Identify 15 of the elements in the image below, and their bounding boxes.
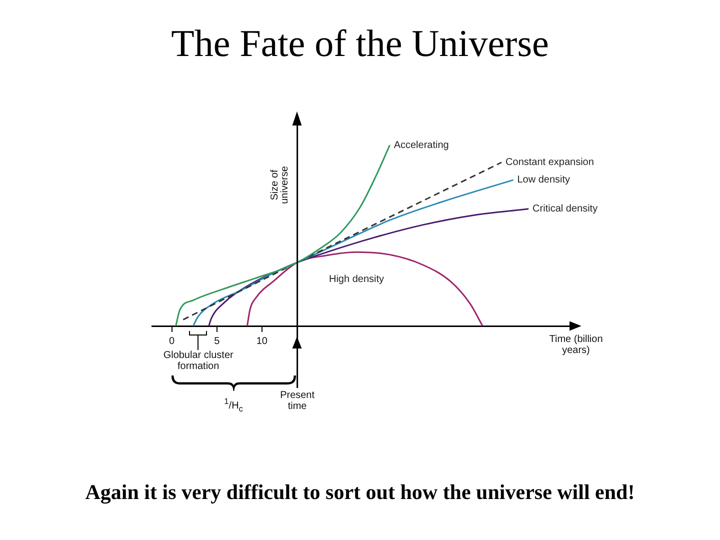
series-label: Critical density (532, 204, 598, 215)
text: $^{1}$/H$_{c}$ (223, 396, 244, 414)
chart-title: The Fate of the Universe (170, 22, 550, 66)
y-axis-title: Size of universe (269, 166, 290, 204)
series-label: Accelerating (394, 140, 449, 151)
x-tick-label: 10 (256, 336, 268, 347)
text: Globular cluster formation (162, 350, 234, 372)
x-tick-label: 0 (169, 336, 176, 347)
x-tick-label: 5 (214, 336, 220, 347)
ref-line-label: Present time (279, 390, 316, 412)
series-label: Low density (517, 174, 570, 186)
series-label: High density (328, 274, 384, 285)
series-label: Constant expansion (506, 157, 594, 168)
x-axis-title: Time (billion years) (548, 334, 604, 356)
text: Again it is very difficult to sort out how the universe will end! (84, 480, 636, 505)
